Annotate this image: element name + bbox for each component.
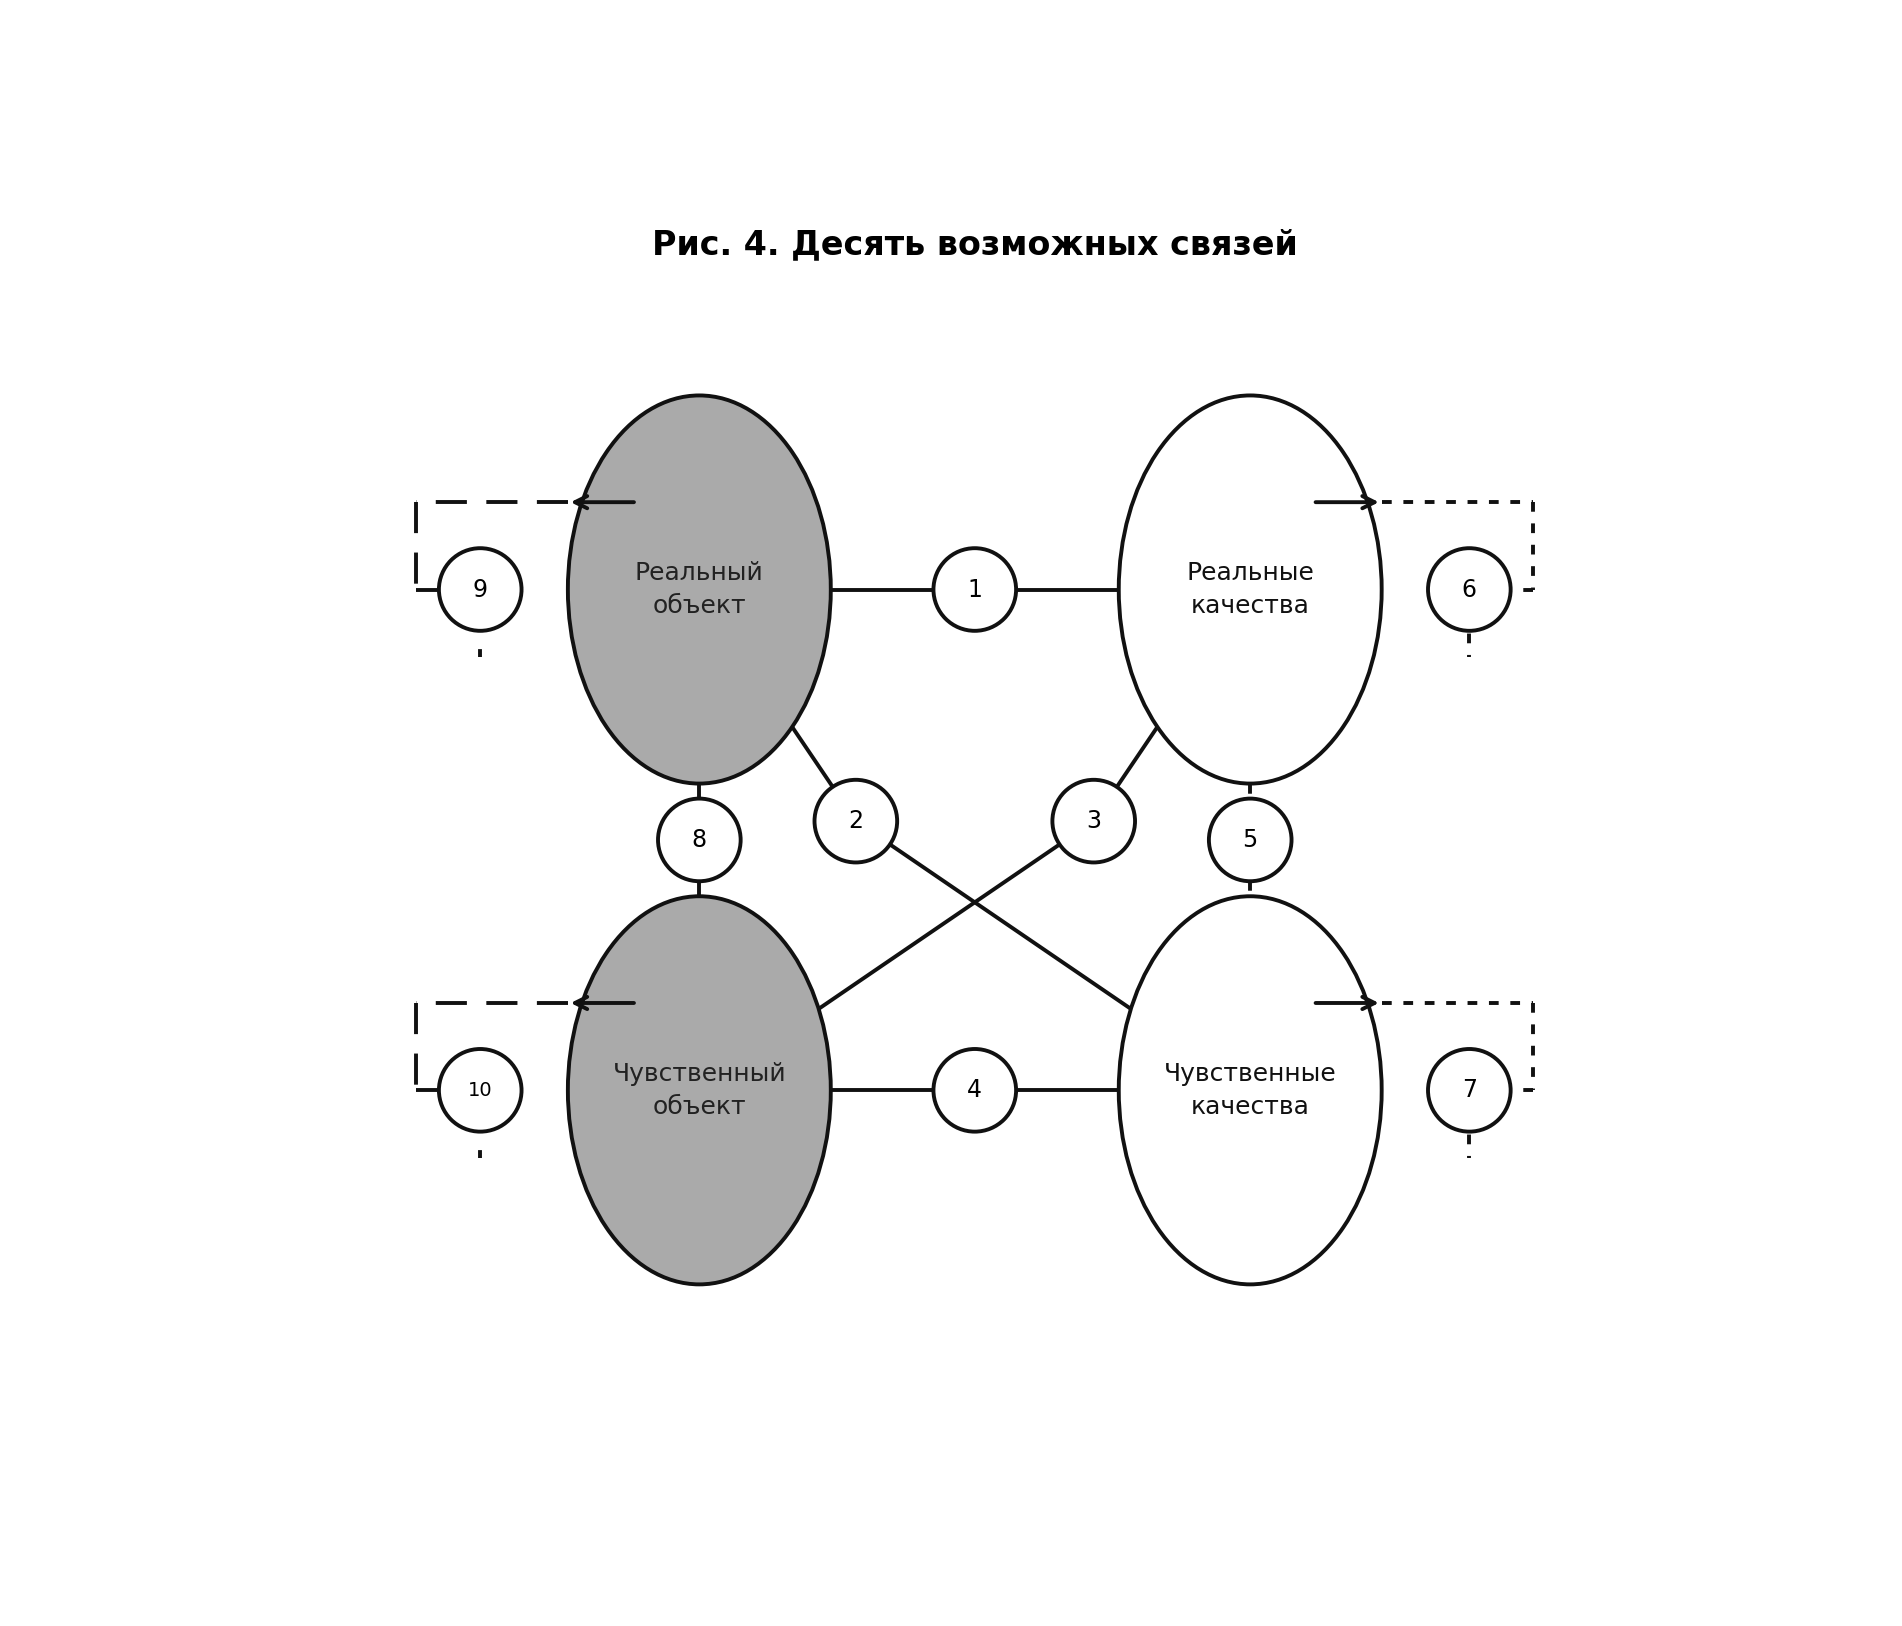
Text: 8: 8 xyxy=(692,828,708,852)
Text: Чувственный
объект: Чувственный объект xyxy=(612,1062,786,1119)
Text: 6: 6 xyxy=(1463,577,1476,602)
Circle shape xyxy=(1210,798,1291,881)
Text: 4: 4 xyxy=(968,1078,981,1102)
Circle shape xyxy=(439,1049,521,1132)
Text: 9: 9 xyxy=(474,577,487,602)
Ellipse shape xyxy=(1118,896,1381,1285)
Text: 10: 10 xyxy=(468,1081,493,1099)
Text: 1: 1 xyxy=(968,577,981,602)
Ellipse shape xyxy=(1118,395,1381,784)
Circle shape xyxy=(1052,780,1135,862)
Circle shape xyxy=(814,780,898,862)
Circle shape xyxy=(1428,548,1510,631)
Circle shape xyxy=(934,548,1016,631)
Text: Рис. 4. Десять возможных связей: Рис. 4. Десять возможных связей xyxy=(652,229,1297,262)
Ellipse shape xyxy=(569,395,831,784)
Text: 3: 3 xyxy=(1086,810,1101,833)
Circle shape xyxy=(439,548,521,631)
Text: 7: 7 xyxy=(1463,1078,1476,1102)
Text: 5: 5 xyxy=(1242,828,1257,852)
Ellipse shape xyxy=(569,896,831,1285)
Text: 2: 2 xyxy=(848,810,864,833)
Text: Чувственные
качества: Чувственные качества xyxy=(1164,1062,1337,1119)
Circle shape xyxy=(658,798,740,881)
Circle shape xyxy=(1428,1049,1510,1132)
Text: Реальные
качества: Реальные качества xyxy=(1187,561,1314,618)
Text: Реальный
объект: Реальный объект xyxy=(635,561,765,618)
Circle shape xyxy=(934,1049,1016,1132)
